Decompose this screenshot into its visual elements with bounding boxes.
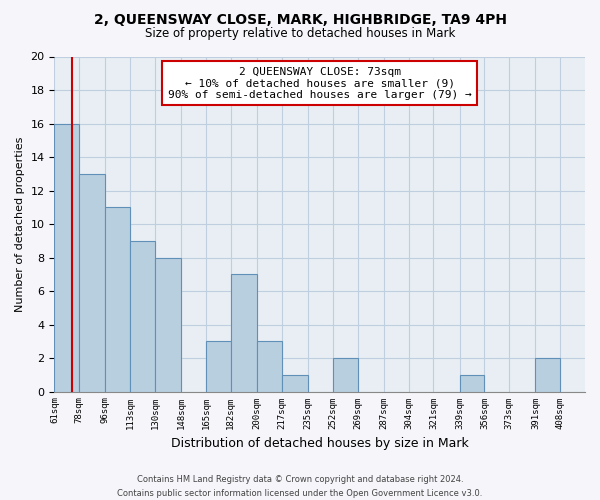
Bar: [282, 375, 308, 392]
Bar: [55, 124, 79, 392]
Bar: [231, 274, 257, 392]
Bar: [106, 208, 130, 392]
Bar: [257, 342, 282, 392]
Text: 2 QUEENSWAY CLOSE: 73sqm
← 10% of detached houses are smaller (9)
90% of semi-de: 2 QUEENSWAY CLOSE: 73sqm ← 10% of detach…: [168, 66, 472, 100]
Bar: [535, 358, 560, 392]
Text: Contains HM Land Registry data © Crown copyright and database right 2024.
Contai: Contains HM Land Registry data © Crown c…: [118, 476, 482, 498]
Text: Size of property relative to detached houses in Mark: Size of property relative to detached ho…: [145, 28, 455, 40]
Y-axis label: Number of detached properties: Number of detached properties: [15, 136, 25, 312]
X-axis label: Distribution of detached houses by size in Mark: Distribution of detached houses by size …: [171, 437, 469, 450]
Bar: [155, 258, 181, 392]
Bar: [333, 358, 358, 392]
Text: 2, QUEENSWAY CLOSE, MARK, HIGHBRIDGE, TA9 4PH: 2, QUEENSWAY CLOSE, MARK, HIGHBRIDGE, TA…: [94, 12, 506, 26]
Bar: [130, 241, 155, 392]
Bar: [79, 174, 106, 392]
Bar: [206, 342, 231, 392]
Bar: [460, 375, 484, 392]
